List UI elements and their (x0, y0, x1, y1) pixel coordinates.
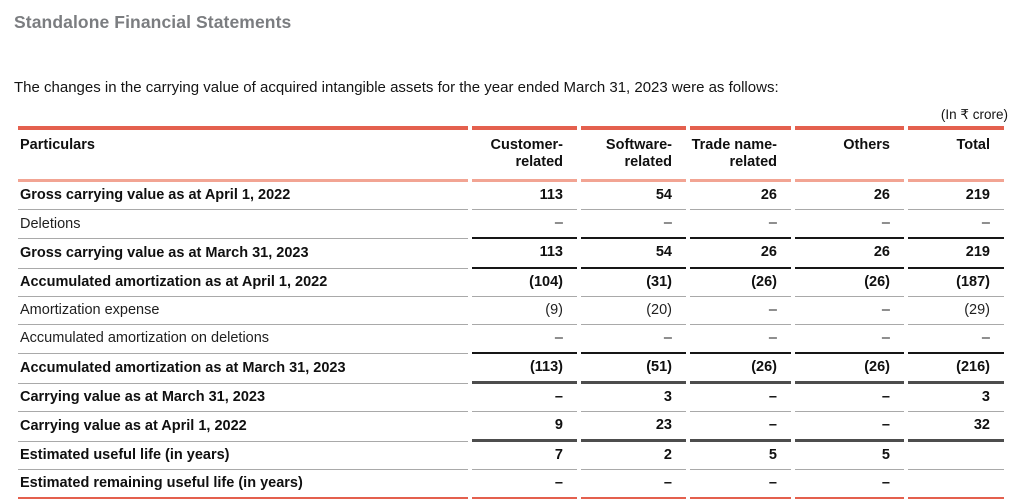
table-row: Amortization expense (9) (20) – – (29) (18, 297, 1004, 325)
row-label: Accumulated amortization on deletions (18, 325, 468, 354)
row-label: Deletions (18, 210, 468, 240)
column-header-particulars: Particulars (18, 126, 468, 183)
cell-value: – (472, 325, 577, 354)
column-header-trade-name-related: Trade name-related (690, 126, 791, 183)
cell-value: – (690, 210, 791, 240)
cell-value: 113 (472, 182, 577, 211)
cell-value: – (795, 210, 904, 240)
cell-value: – (581, 325, 686, 354)
row-label: Accumulated amortization as at March 31,… (18, 354, 468, 384)
column-header-total: Total (908, 126, 1004, 183)
table-row: Carrying value as at April 1, 2022 9 23– –3… (18, 412, 1004, 443)
cell-value: – (908, 210, 1004, 240)
column-header-others: Others (795, 126, 904, 183)
cell-value: 26 (690, 182, 791, 211)
column-header-customer-related: Customer-related (472, 126, 577, 183)
intangible-assets-table: Particulars Customer-related Software-re… (14, 126, 1008, 499)
row-label: Estimated useful life (in years) (18, 442, 468, 471)
table-row: Estimated remaining useful life (in year… (18, 470, 1004, 499)
table-row: Accumulated amortization on deletions – – –… (18, 325, 1004, 354)
cell-value: – (472, 210, 577, 240)
cell-value: 219 (908, 239, 1004, 269)
cell-value: 32 (908, 412, 1004, 443)
cell-value: – (690, 412, 791, 443)
cell-value: (26) (690, 354, 791, 384)
cell-value: – (581, 210, 686, 240)
table-row: Accumulated amortization as at April 1, … (18, 269, 1004, 297)
cell-value: 3 (908, 384, 1004, 413)
cell-value (908, 442, 1004, 471)
cell-value: – (795, 297, 904, 325)
unit-note: (In ₹ crore) (940, 107, 1008, 122)
cell-value: – (690, 297, 791, 325)
table-row: Carrying value as at March 31, 2023–3– –3 (18, 384, 1004, 413)
cell-value: – (690, 325, 791, 354)
row-label: Amortization expense (18, 297, 468, 325)
cell-value: – (795, 412, 904, 443)
cell-value: 2 (581, 442, 686, 471)
cell-value: 26 (690, 239, 791, 269)
cell-value: (29) (908, 297, 1004, 325)
intro-text: The changes in the carrying value of acq… (14, 79, 779, 96)
cell-value: 54 (581, 239, 686, 269)
table-row: Estimated useful life (in years) 7 2 5 5 (18, 442, 1004, 471)
cell-value: – (472, 470, 577, 499)
cell-value: – (690, 470, 791, 499)
cell-value: 23 (581, 412, 686, 443)
cell-value: (26) (690, 269, 791, 297)
cell-value: 9 (472, 412, 577, 443)
table-header-row: Particulars Customer-related Software-re… (18, 126, 1004, 183)
cell-value: – (908, 325, 1004, 354)
cell-value: – (690, 384, 791, 413)
cell-value: (9) (472, 297, 577, 325)
row-label: Gross carrying value as at April 1, 2022 (18, 182, 468, 211)
table-body: Gross carrying value as at April 1, 2022… (18, 182, 1004, 499)
cell-value: – (472, 384, 577, 413)
table-row: Deletions – – – – – (18, 210, 1004, 240)
cell-value: 113 (472, 239, 577, 269)
cell-value: 54 (581, 182, 686, 211)
row-label: Accumulated amortization as at April 1, … (18, 269, 468, 297)
table-row: Gross carrying value as at March 31, 202… (18, 239, 1004, 269)
cell-value: (51) (581, 354, 686, 384)
cell-value: 3 (581, 384, 686, 413)
cell-value: (187) (908, 269, 1004, 297)
cell-value: 26 (795, 182, 904, 211)
cell-value: (26) (795, 269, 904, 297)
cell-value: – (795, 384, 904, 413)
cell-value: (113) (472, 354, 577, 384)
cell-value: – (581, 470, 686, 499)
table-row: Accumulated amortization as at March 31,… (18, 354, 1004, 384)
table-row: Gross carrying value as at April 1, 2022… (18, 182, 1004, 211)
cell-value: (104) (472, 269, 577, 297)
cell-value: 7 (472, 442, 577, 471)
cell-value: – (795, 470, 904, 499)
cell-value: 26 (795, 239, 904, 269)
cell-value: (26) (795, 354, 904, 384)
cell-value: – (795, 325, 904, 354)
row-label: Carrying value as at March 31, 2023 (18, 384, 468, 413)
column-header-software-related: Software-related (581, 126, 686, 183)
cell-value: 5 (690, 442, 791, 471)
cell-value: (20) (581, 297, 686, 325)
page-title: Standalone Financial Statements (14, 12, 292, 32)
row-label: Estimated remaining useful life (in year… (18, 470, 468, 499)
row-label: Carrying value as at April 1, 2022 (18, 412, 468, 443)
cell-value (908, 470, 1004, 499)
cell-value: 5 (795, 442, 904, 471)
cell-value: (216) (908, 354, 1004, 384)
cell-value: 219 (908, 182, 1004, 211)
row-label: Gross carrying value as at March 31, 202… (18, 239, 468, 269)
cell-value: (31) (581, 269, 686, 297)
